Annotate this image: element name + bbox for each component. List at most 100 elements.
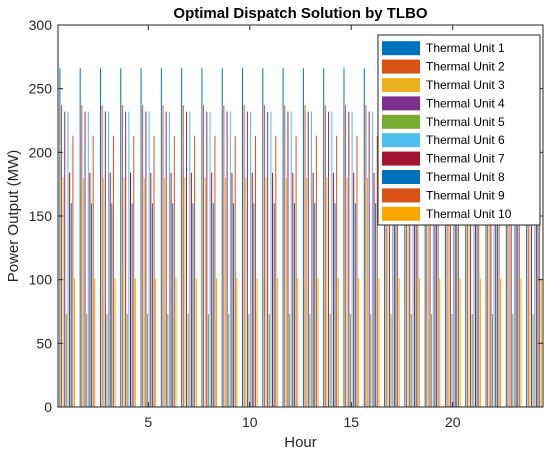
bar-unit-2-hour-4 [121,105,123,407]
bar-unit-1-hour-7 [181,68,183,407]
bar-unit-1-hour-15 [343,68,345,407]
bar-unit-9-hour-15 [356,135,358,407]
bar-unit-4-hour-23 [510,111,512,407]
bar-unit-6-hour-24 [534,111,536,407]
bar-unit-1-hour-10 [242,68,244,407]
bar-unit-7-hour-3 [109,172,111,407]
bar-unit-8-hour-10 [253,203,255,407]
bar-unit-7-hour-4 [130,172,131,407]
bar-unit-2-hour-7 [182,105,184,407]
bar-unit-5-hour-13 [309,314,311,407]
bar-unit-9-hour-16 [376,135,378,407]
bar-unit-8-hour-3 [111,203,113,407]
bar-unit-2-hour-22 [487,105,489,407]
bar-unit-3-hour-21 [468,177,470,407]
bar-unit-7-hour-22 [495,172,497,407]
bar-unit-8-hour-4 [131,203,133,407]
bar-unit-9-hour-21 [478,135,480,407]
bar-unit-6-hour-16 [371,111,373,407]
y-tick-label: 150 [29,208,53,224]
legend-label-unit-6: Thermal Unit 6 [426,133,505,147]
bar-unit-8-hour-18 [415,203,417,407]
y-tick-label: 100 [29,272,53,288]
bar-unit-3-hour-22 [488,177,490,407]
bar-unit-4-hour-20 [449,111,451,407]
bar-unit-1-hour-17 [384,68,386,407]
legend-label-unit-9: Thermal Unit 9 [426,188,505,202]
bar-unit-3-hour-16 [367,177,369,407]
bar-unit-1-hour-6 [160,68,162,407]
bar-unit-2-hour-2 [81,105,83,407]
bar-unit-6-hour-5 [148,111,150,407]
bar-unit-4-hour-12 [287,111,289,407]
bar-unit-9-hour-13 [315,135,317,407]
bar-unit-8-hour-23 [517,203,519,407]
bar-unit-9-hour-8 [214,135,216,407]
legend-swatch-unit-3 [382,78,420,92]
bar-unit-9-hour-2 [92,135,94,407]
bars-group [59,68,542,407]
bar-unit-7-hour-9 [231,172,233,407]
legend-swatch-unit-7 [382,151,420,166]
bar-unit-3-hour-13 [306,177,308,407]
bar-unit-8-hour-7 [192,203,194,407]
bar-unit-4-hour-4 [125,111,127,407]
bar-unit-8-hour-11 [273,203,275,407]
bar-unit-5-hour-12 [289,314,291,407]
bar-unit-1-hour-9 [221,68,223,407]
bar-unit-1-hour-22 [485,68,487,407]
bar-unit-7-hour-23 [515,172,517,407]
bar-unit-4-hour-16 [368,111,370,407]
bar-unit-2-hour-6 [162,105,164,407]
bar-unit-10-hour-18 [418,278,420,407]
legend-swatch-unit-8 [382,170,420,184]
bar-unit-6-hour-15 [351,111,353,407]
bar-unit-8-hour-9 [233,203,235,407]
x-axis: 5 10 15 20 [144,25,461,430]
bar-unit-6-hour-19 [432,111,434,407]
x-tick-label: 20 [445,414,461,430]
bar-unit-2-hour-16 [365,105,367,407]
bar-unit-3-hour-11 [265,177,267,407]
bar-unit-2-hour-13 [304,105,306,407]
bar-unit-2-hour-1 [61,105,62,407]
bar-unit-6-hour-2 [87,111,89,407]
bar-unit-5-hour-20 [451,314,453,407]
legend-label-unit-4: Thermal Unit 4 [426,96,505,110]
bar-unit-4-hour-22 [490,111,492,407]
bar-unit-10-hour-16 [378,278,380,407]
legend-swatch-unit-9 [382,188,420,203]
bar-unit-8-hour-16 [375,203,377,407]
bar-unit-8-hour-2 [91,203,93,407]
bar-unit-10-hour-11 [276,278,278,407]
bar-unit-7-hour-10 [251,172,253,407]
bar-unit-10-hour-24 [540,278,542,407]
bar-unit-8-hour-13 [314,203,316,407]
legend: Thermal Unit 1 Thermal Unit 2 Thermal Unit… [377,34,541,226]
bar-unit-7-hour-18 [414,172,416,407]
bar-unit-1-hour-16 [363,68,365,407]
bar-unit-6-hour-17 [392,111,394,407]
y-tick-label: 250 [29,81,53,97]
bar-unit-7-hour-12 [292,172,294,407]
bar-unit-5-hour-10 [248,314,250,407]
bar-unit-2-hour-24 [527,105,529,407]
bar-unit-2-hour-10 [243,105,245,407]
bar-unit-9-hour-17 [397,135,399,407]
bar-unit-4-hour-2 [84,111,86,407]
bar-unit-3-hour-20 [448,177,450,407]
bar-unit-5-hour-8 [207,314,209,407]
bar-unit-1-hour-5 [140,68,142,407]
bar-unit-3-hour-24 [529,177,531,407]
bar-unit-6-hour-1 [67,111,69,407]
bar-unit-4-hour-7 [186,111,188,407]
y-tick-label: 300 [29,17,53,33]
bar-unit-6-hour-11 [270,111,272,407]
bar-unit-8-hour-8 [212,203,214,407]
bar-unit-5-hour-11 [268,314,270,407]
bar-unit-7-hour-24 [535,172,537,407]
bar-unit-8-hour-20 [456,203,458,407]
bar-unit-1-hour-20 [444,68,446,407]
bar-unit-6-hour-14 [331,111,333,407]
bar-unit-7-hour-8 [211,172,213,407]
